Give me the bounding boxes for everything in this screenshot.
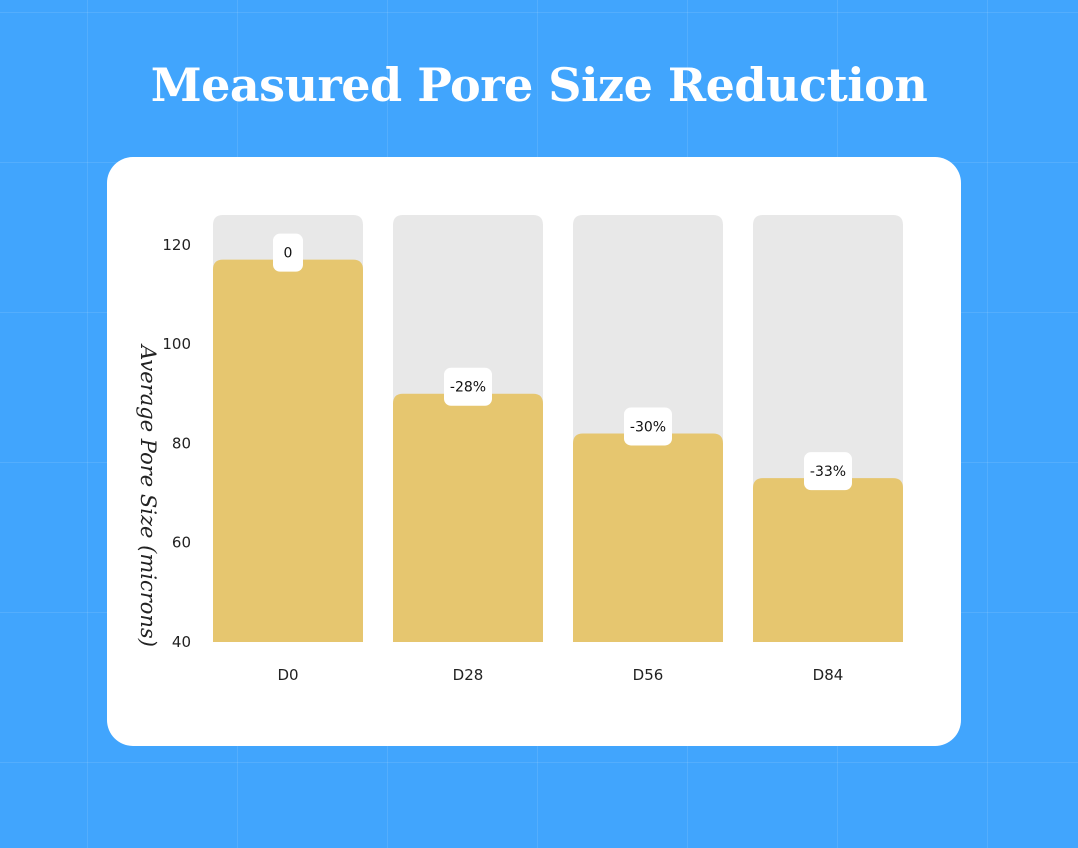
data-label-text: -30% (630, 419, 666, 435)
data-label-badge (804, 452, 852, 491)
chart-title: Measured Pore Size Reduction (150, 58, 928, 112)
data-label-text: 0 (284, 246, 293, 262)
data-label-d0: 0 (273, 233, 303, 272)
data-label-text: -33% (810, 464, 846, 480)
data-label-d84: -33% (804, 452, 852, 491)
x-tick-label-d0: D0 (277, 666, 298, 684)
x-axis-categories: D0 D28 D56 D84 (277, 666, 843, 684)
y-tick-label-60: 60 (172, 534, 191, 552)
bar-d0 (213, 259, 363, 642)
y-axis-ticks: 40 60 80 100 120 (162, 236, 191, 651)
bars (213, 259, 903, 642)
x-tick-label-d56: D56 (633, 666, 664, 684)
bar-d28 (393, 393, 543, 642)
bar-d56 (573, 433, 723, 642)
bar-d84 (753, 478, 903, 642)
y-tick-label-100: 100 (162, 335, 191, 353)
y-axis-label: Average Pore Size (microns) (136, 343, 160, 647)
x-tick-label-d84: D84 (813, 666, 844, 684)
data-label-badge (444, 367, 492, 406)
data-label-d56: -30% (624, 407, 672, 446)
y-tick-label-120: 120 (162, 236, 191, 254)
data-label-badge (273, 233, 303, 272)
x-tick-label-d28: D28 (453, 666, 484, 684)
bar-chart: 0 -28% -30% -33% 40 60 80 100 120 D0 D28 D56 D84 A… (136, 215, 903, 684)
y-tick-label-80: 80 (172, 434, 191, 452)
chart-card: 0 -28% -30% -33% 40 60 80 100 120 D0 D28 D56 D84 A… (107, 157, 961, 746)
data-label-text: -28% (450, 380, 486, 396)
data-label-d28: -28% (444, 367, 492, 406)
data-labels: 0 -28% -30% -33% (273, 233, 852, 491)
data-label-badge (624, 407, 672, 446)
y-tick-label-40: 40 (172, 633, 191, 651)
